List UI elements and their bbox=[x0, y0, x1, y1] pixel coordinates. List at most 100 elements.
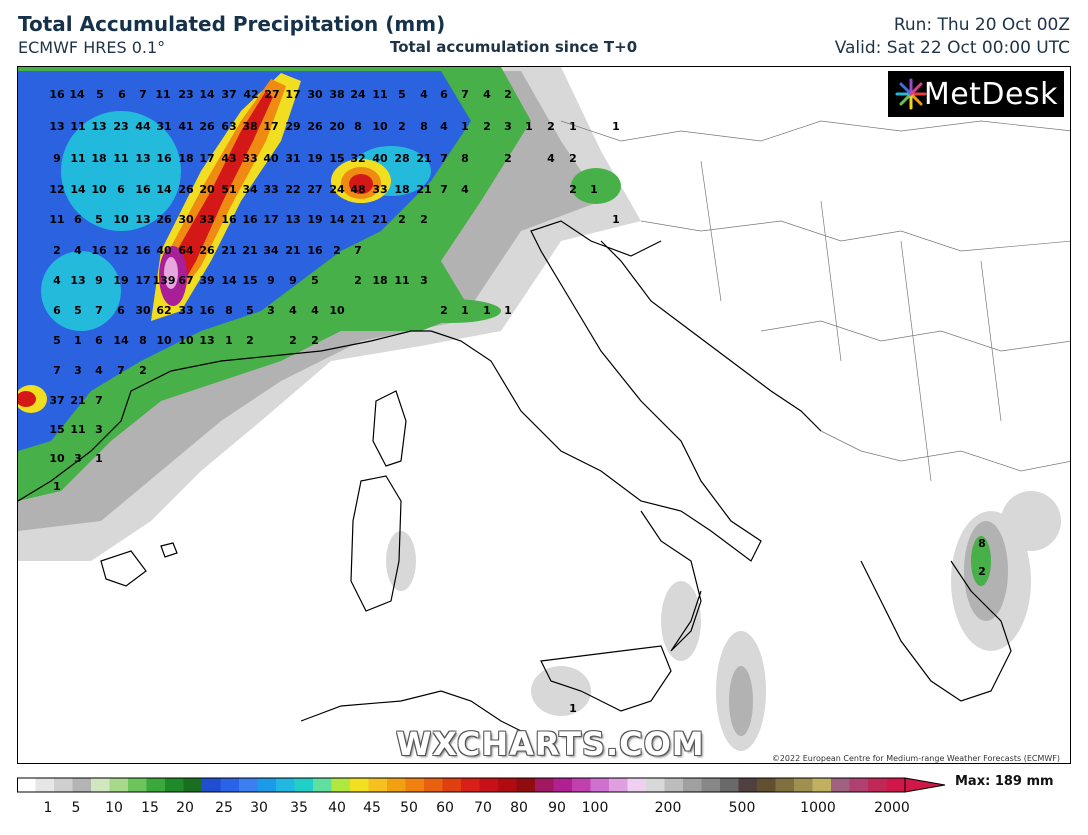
precip-red bbox=[18, 91, 373, 407]
precip-value-label: 4 bbox=[420, 88, 428, 101]
precip-value-label: 27 bbox=[264, 88, 279, 101]
precip-value-label: 3 bbox=[420, 274, 428, 287]
precip-value-label: 18 bbox=[372, 274, 387, 287]
precip-value-label: 12 bbox=[49, 183, 64, 196]
precip-value-label: 1 bbox=[95, 452, 103, 465]
precip-magenta bbox=[159, 246, 187, 306]
legend-swatch bbox=[794, 778, 814, 792]
precip-value-label: 31 bbox=[156, 120, 171, 133]
precip-value-label: 13 bbox=[91, 120, 106, 133]
precip-value-label: 10 bbox=[113, 213, 129, 226]
precip-value-labels: 16 14 5 6 7 11 23 14 37 42 27 17 30 38 24 11 5 4 6 7 4 213 11 1… bbox=[49, 88, 985, 715]
precip-value-label: 9 bbox=[289, 274, 297, 287]
legend-tick-label: 15 bbox=[141, 800, 159, 816]
precip-value-label: 6 bbox=[95, 334, 103, 347]
accumulation-label: Total accumulation since T+0 bbox=[390, 38, 638, 56]
precip-value-label: 30 bbox=[178, 213, 194, 226]
precip-value-label: 2 bbox=[289, 334, 297, 347]
precip-value-label: 67 bbox=[178, 274, 193, 287]
legend-tick-label: 1000 bbox=[800, 800, 836, 816]
legend-tick-label: 200 bbox=[654, 800, 682, 816]
copyright-notice: ©2022 European Centre for Medium-range W… bbox=[771, 754, 1060, 763]
precip-value-label: 26 bbox=[199, 120, 215, 133]
legend-swatch bbox=[220, 778, 240, 792]
precip-value-label: 4 bbox=[461, 183, 469, 196]
precip-value-label: 14 bbox=[156, 183, 172, 196]
precip-value-label: 4 bbox=[311, 304, 319, 317]
legend-swatch bbox=[35, 778, 55, 792]
valid-time: Valid: Sat 22 Oct 00:00 UTC bbox=[834, 38, 1070, 58]
precip-value-label: 26 bbox=[178, 183, 194, 196]
legend-swatch bbox=[368, 778, 388, 792]
max-value: Max: 189 mm bbox=[955, 774, 1054, 789]
precip-value-label: 6 bbox=[53, 304, 61, 317]
precip-value-label: 19 bbox=[307, 213, 322, 226]
precipitation-map[interactable]: 16 14 5 6 7 11 23 14 37 42 27 17 30 38 24 11 5 4 6 7 4 2 13 11 1… bbox=[17, 66, 1071, 764]
precip-value-label: 3 bbox=[267, 304, 275, 317]
precip-value-label: 7 bbox=[53, 364, 61, 377]
precip-value-label: 8 bbox=[225, 304, 233, 317]
precip-value-label: 16 bbox=[199, 304, 215, 317]
legend-swatch bbox=[831, 778, 851, 792]
precip-value-label: 15 bbox=[329, 152, 344, 165]
precip-value-label: 21 bbox=[372, 213, 387, 226]
legend-swatch bbox=[886, 778, 906, 792]
precip-value-label: 16 bbox=[221, 213, 237, 226]
legend-swatch bbox=[165, 778, 185, 792]
precip-value-label: 14 bbox=[199, 88, 215, 101]
precip-value-label: 7 bbox=[95, 394, 103, 407]
precip-value-label: 1 bbox=[525, 120, 533, 133]
precip-value-label: 21 bbox=[242, 244, 257, 257]
precip-value-label: 19 bbox=[113, 274, 128, 287]
precip-value-label: 21 bbox=[285, 244, 300, 257]
precip-value-label: 33 bbox=[263, 183, 278, 196]
legend-swatch bbox=[664, 778, 684, 792]
legend-tick-label: 35 bbox=[290, 800, 308, 816]
precip-value-label: 62 bbox=[156, 304, 171, 317]
precip-value-label: 40 bbox=[372, 152, 388, 165]
legend-swatch bbox=[276, 778, 296, 792]
legend-tick-label: 90 bbox=[548, 800, 566, 816]
precip-value-label: 3 bbox=[74, 452, 82, 465]
precip-value-label: 10 bbox=[91, 183, 107, 196]
legend-swatch bbox=[183, 778, 203, 792]
legend-tick-label: 45 bbox=[363, 800, 381, 816]
precip-value-label: 3 bbox=[95, 423, 103, 436]
precip-value-label: 13 bbox=[70, 274, 85, 287]
precip-value-label: 38 bbox=[242, 120, 257, 133]
legend-tick-label: 20 bbox=[176, 800, 194, 816]
model-name: ECMWF HRES 0.1° bbox=[18, 38, 166, 57]
legend-tick-label: 1 bbox=[43, 800, 53, 816]
precip-value-label: 8 bbox=[978, 537, 986, 550]
precip-value-label: 41 bbox=[178, 120, 193, 133]
precip-value-label: 3 bbox=[504, 120, 512, 133]
legend-swatch bbox=[294, 778, 314, 792]
logo-text: MetDesk bbox=[923, 76, 1058, 112]
legend-tick-label: 60 bbox=[436, 800, 454, 816]
precip-value-label: 14 bbox=[329, 213, 345, 226]
metdesk-logo: MetDesk bbox=[888, 71, 1064, 117]
legend-border bbox=[17, 777, 906, 793]
precip-value-label: 5 bbox=[74, 304, 82, 317]
precip-value-label: 6 bbox=[74, 213, 82, 226]
precip-value-label: 24 bbox=[350, 88, 366, 101]
precip-value-label: 21 bbox=[70, 394, 85, 407]
legend-swatch bbox=[775, 778, 795, 792]
precip-value-label: 2 bbox=[569, 152, 577, 165]
legend-swatch bbox=[91, 778, 111, 792]
legend-ticks: 1 5 10 15 20 25 30 35 40 45 50 60 70 80 90 100 200 500 100… bbox=[17, 800, 947, 820]
precip-value-label: 38 bbox=[329, 88, 344, 101]
precip-value-label: 4 bbox=[440, 120, 448, 133]
precip-value-label: 26 bbox=[307, 120, 323, 133]
legend-tick-label: 10 bbox=[105, 800, 123, 816]
precip-value-label: 5 bbox=[96, 88, 104, 101]
precip-value-label: 6 bbox=[440, 88, 448, 101]
precip-value-label: 2 bbox=[139, 364, 147, 377]
precip-value-label: 9 bbox=[53, 152, 61, 165]
legend-swatch bbox=[646, 778, 666, 792]
precip-value-label: 14 bbox=[69, 88, 85, 101]
precip-value-label: 5 bbox=[398, 88, 406, 101]
precip-value-label: 1 bbox=[569, 702, 577, 715]
precip-value-label: 12 bbox=[113, 244, 128, 257]
precip-value-label: 2 bbox=[311, 334, 319, 347]
